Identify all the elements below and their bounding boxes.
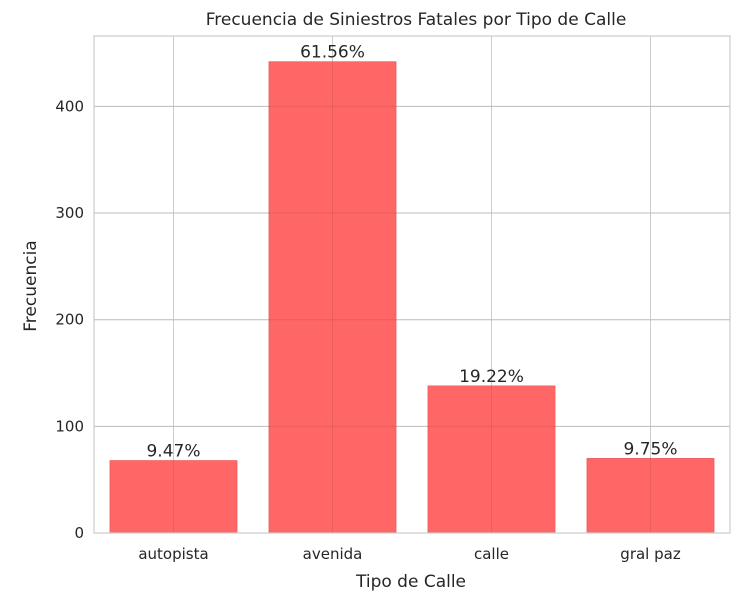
x-tick-label: autopista xyxy=(138,545,208,563)
y-tick-labels: 0 100 200 300 400 xyxy=(55,97,84,542)
data-label: 9.75% xyxy=(623,439,677,459)
bars-layer xyxy=(109,61,715,534)
x-tick-labels: autopista avenida calle gral paz xyxy=(138,545,680,563)
y-tick-label: 200 xyxy=(55,311,84,329)
y-tick-label: 400 xyxy=(55,97,84,115)
bar-calle xyxy=(427,385,556,534)
data-label: 61.56% xyxy=(300,43,365,63)
x-tick-label: gral paz xyxy=(620,545,681,563)
x-tick-label: calle xyxy=(474,545,509,563)
x-tick-label: avenida xyxy=(303,545,363,563)
data-labels: 9.47% 61.56% 19.22% 9.75% xyxy=(146,43,677,462)
y-axis-label: Frecuencia xyxy=(21,240,41,331)
y-tick-label: 300 xyxy=(55,204,84,222)
chart-title: Frecuencia de Siniestros Fatales por Tip… xyxy=(206,10,627,30)
bar-avenida xyxy=(268,61,397,534)
y-tick-label: 0 xyxy=(74,524,84,542)
bar-autopista xyxy=(109,460,238,534)
data-label: 19.22% xyxy=(459,367,524,387)
data-label: 9.47% xyxy=(146,441,200,461)
x-axis-label: Tipo de Calle xyxy=(355,572,466,592)
y-tick-label: 100 xyxy=(55,417,84,435)
plot-frame xyxy=(93,35,731,534)
